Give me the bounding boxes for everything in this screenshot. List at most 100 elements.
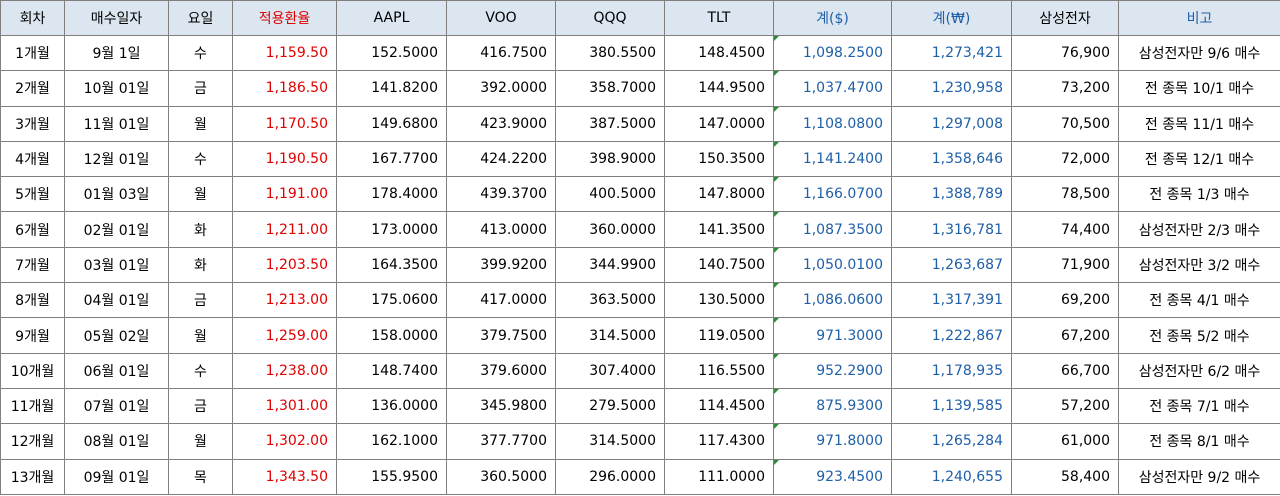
cell-buy-date: 05월 02일 bbox=[64, 317, 169, 354]
cell-aapl: 136.0000 bbox=[336, 387, 447, 425]
cell-total-usd: 971.3000 bbox=[773, 317, 892, 354]
header-row: 회차 매수일자 요일 적용환율 AAPL VOO QQQ TLT 계($) 계(… bbox=[0, 0, 1280, 36]
cell-voo: 413.0000 bbox=[446, 211, 556, 248]
cell-note: 삼성전자만 6/2 매수 bbox=[1118, 352, 1280, 389]
table-body: 1개월 9월 1일 수 1,159.50 152.5000 416.7500 380.550… bbox=[0, 34, 1280, 495]
table-row: 9개월 05월 02일 월 1,259.00 158.0000 379.7500 314.5… bbox=[0, 317, 1280, 354]
cell-qqq: 363.5000 bbox=[555, 282, 665, 319]
cell-weekday: 목 bbox=[168, 458, 233, 495]
cell-total-usd: 1,086.0600 bbox=[773, 282, 892, 319]
cell-samsung: 74,400 bbox=[1011, 211, 1119, 248]
cell-total-krw: 1,297,008 bbox=[891, 105, 1012, 142]
cell-samsung: 72,000 bbox=[1011, 140, 1119, 178]
cell-qqq: 279.5000 bbox=[555, 387, 665, 425]
cell-note: 삼성전자만 9/2 매수 bbox=[1118, 458, 1280, 495]
cell-samsung: 61,000 bbox=[1011, 423, 1119, 460]
header-aapl: AAPL bbox=[336, 0, 447, 36]
cell-samsung: 73,200 bbox=[1011, 70, 1119, 107]
cell-buy-date: 11월 01일 bbox=[64, 105, 169, 142]
cell-samsung: 57,200 bbox=[1011, 387, 1119, 425]
cell-round: 6개월 bbox=[0, 211, 65, 248]
cell-exchange-rate: 1,191.00 bbox=[232, 176, 337, 213]
cell-qqq: 314.5000 bbox=[555, 423, 665, 460]
cell-buy-date: 04월 01일 bbox=[64, 282, 169, 319]
cell-buy-date: 02월 01일 bbox=[64, 211, 169, 248]
cell-samsung: 66,700 bbox=[1011, 352, 1119, 389]
cell-qqq: 387.5000 bbox=[555, 105, 665, 142]
cell-total-usd: 923.4500 bbox=[773, 458, 892, 495]
cell-tlt: 116.5500 bbox=[664, 352, 774, 389]
cell-buy-date: 01월 03일 bbox=[64, 176, 169, 213]
cell-round: 10개월 bbox=[0, 352, 65, 389]
cell-total-krw: 1,230,958 bbox=[891, 70, 1012, 107]
cell-note: 전 종목 5/2 매수 bbox=[1118, 317, 1280, 354]
cell-weekday: 수 bbox=[168, 34, 233, 72]
table-row: 8개월 04월 01일 금 1,213.00 175.0600 417.0000 363.5… bbox=[0, 282, 1280, 319]
cell-round: 9개월 bbox=[0, 317, 65, 354]
cell-exchange-rate: 1,213.00 bbox=[232, 282, 337, 319]
cell-weekday: 월 bbox=[168, 317, 233, 354]
cell-weekday: 화 bbox=[168, 211, 233, 248]
cell-samsung: 67,200 bbox=[1011, 317, 1119, 354]
cell-total-usd: 1,037.4700 bbox=[773, 70, 892, 107]
cell-total-krw: 1,265,284 bbox=[891, 423, 1012, 460]
cell-total-krw: 1,388,789 bbox=[891, 176, 1012, 213]
header-total-krw: 계(₩) bbox=[891, 0, 1012, 36]
cell-note: 삼성전자만 9/6 매수 bbox=[1118, 34, 1280, 72]
cell-buy-date: 10월 01일 bbox=[64, 70, 169, 107]
cell-tlt: 150.3500 bbox=[664, 140, 774, 178]
cell-total-usd: 1,166.0700 bbox=[773, 176, 892, 213]
table-row: 4개월 12월 01일 수 1,190.50 167.7700 424.2200 398.9… bbox=[0, 140, 1280, 178]
cell-aapl: 152.5000 bbox=[336, 34, 447, 72]
cell-qqq: 398.9000 bbox=[555, 140, 665, 178]
header-qqq: QQQ bbox=[555, 0, 665, 36]
cell-note: 전 종목 1/3 매수 bbox=[1118, 176, 1280, 213]
cell-exchange-rate: 1,211.00 bbox=[232, 211, 337, 248]
cell-voo: 423.9000 bbox=[446, 105, 556, 142]
cell-tlt: 114.4500 bbox=[664, 387, 774, 425]
cell-buy-date: 08월 01일 bbox=[64, 423, 169, 460]
cell-total-usd: 1,108.0800 bbox=[773, 105, 892, 142]
cell-note: 전 종목 10/1 매수 bbox=[1118, 70, 1280, 107]
table-row: 2개월 10월 01일 금 1,186.50 141.8200 392.0000 358.7… bbox=[0, 70, 1280, 107]
cell-exchange-rate: 1,170.50 bbox=[232, 105, 337, 142]
header-weekday: 요일 bbox=[168, 0, 233, 36]
header-samsung: 삼성전자 bbox=[1011, 0, 1119, 36]
table-row: 3개월 11월 01일 월 1,170.50 149.6800 423.9000 387.5… bbox=[0, 105, 1280, 142]
cell-aapl: 164.3500 bbox=[336, 246, 447, 284]
cell-voo: 399.9200 bbox=[446, 246, 556, 284]
cell-buy-date: 9월 1일 bbox=[64, 34, 169, 72]
cell-samsung: 69,200 bbox=[1011, 282, 1119, 319]
cell-round: 4개월 bbox=[0, 140, 65, 178]
cell-aapl: 167.7700 bbox=[336, 140, 447, 178]
table-row: 5개월 01월 03일 월 1,191.00 178.4000 439.3700 400.5… bbox=[0, 176, 1280, 213]
cell-samsung: 76,900 bbox=[1011, 34, 1119, 72]
cell-total-usd: 971.8000 bbox=[773, 423, 892, 460]
cell-total-krw: 1,178,935 bbox=[891, 352, 1012, 389]
header-voo: VOO bbox=[446, 0, 556, 36]
cell-tlt: 130.5000 bbox=[664, 282, 774, 319]
cell-note: 삼성전자만 2/3 매수 bbox=[1118, 211, 1280, 248]
cell-exchange-rate: 1,190.50 bbox=[232, 140, 337, 178]
cell-voo: 439.3700 bbox=[446, 176, 556, 213]
cell-exchange-rate: 1,203.50 bbox=[232, 246, 337, 284]
cell-tlt: 141.3500 bbox=[664, 211, 774, 248]
cell-round: 3개월 bbox=[0, 105, 65, 142]
table-header: 회차 매수일자 요일 적용환율 AAPL VOO QQQ TLT 계($) 계(… bbox=[0, 0, 1280, 36]
cell-exchange-rate: 1,159.50 bbox=[232, 34, 337, 72]
cell-round: 11개월 bbox=[0, 387, 65, 425]
cell-exchange-rate: 1,186.50 bbox=[232, 70, 337, 107]
header-total-usd: 계($) bbox=[773, 0, 892, 36]
cell-buy-date: 07월 01일 bbox=[64, 387, 169, 425]
cell-exchange-rate: 1,343.50 bbox=[232, 458, 337, 495]
cell-aapl: 175.0600 bbox=[336, 282, 447, 319]
cell-total-krw: 1,317,391 bbox=[891, 282, 1012, 319]
header-tlt: TLT bbox=[664, 0, 774, 36]
cell-tlt: 140.7500 bbox=[664, 246, 774, 284]
cell-weekday: 금 bbox=[168, 387, 233, 425]
cell-note: 삼성전자만 3/2 매수 bbox=[1118, 246, 1280, 284]
cell-buy-date: 06월 01일 bbox=[64, 352, 169, 389]
table-row: 7개월 03월 01일 화 1,203.50 164.3500 399.9200 344.9… bbox=[0, 246, 1280, 284]
cell-aapl: 173.0000 bbox=[336, 211, 447, 248]
